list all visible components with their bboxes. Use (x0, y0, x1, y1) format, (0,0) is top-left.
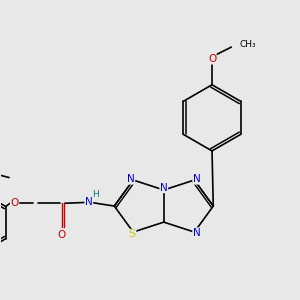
Text: CH₃: CH₃ (240, 40, 256, 49)
Text: N: N (193, 228, 200, 238)
Text: S: S (129, 230, 136, 239)
Text: N: N (160, 183, 168, 193)
Text: N: N (127, 174, 135, 184)
Text: N: N (193, 174, 200, 184)
Text: N: N (85, 197, 93, 207)
Text: H: H (92, 190, 99, 199)
Text: O: O (11, 198, 19, 208)
Text: O: O (208, 54, 216, 64)
Text: O: O (58, 230, 66, 240)
